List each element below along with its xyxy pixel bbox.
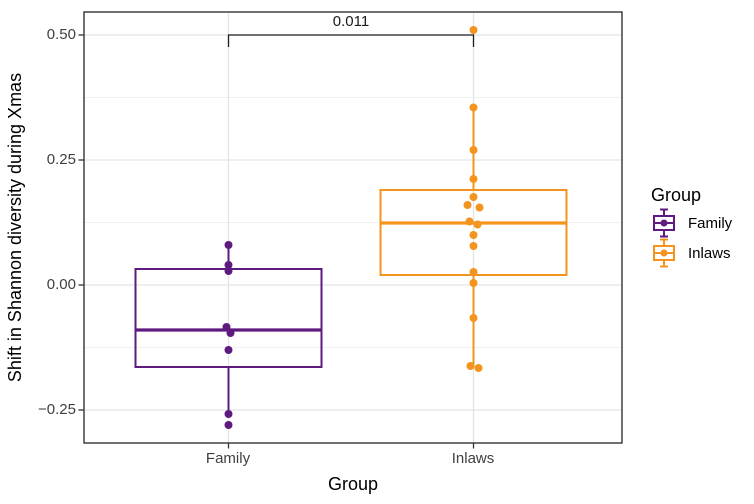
inlaws-jitter-point [466,362,475,370]
x-tick-label-family: Family [205,450,251,467]
inlaws-jitter-point [469,242,478,250]
family-jitter-point [224,410,233,418]
inlaws-jitter-point [474,364,483,372]
inlaws-jitter-point [469,175,478,183]
family-jitter-point [224,261,233,269]
inlaws-jitter-point [469,26,478,34]
inlaws-jitter-point [469,314,478,322]
y-tick-label-050: 0.50 [46,26,76,43]
inlaws-jitter-point [469,146,478,154]
inlaws-jitter-point [469,193,478,201]
family-jitter-point [224,241,233,249]
inlaws-jitter-point [465,217,474,226]
family-jitter-point [226,329,235,337]
inlaws-jitter-point [469,231,478,239]
y-tick-label-025: 0.25 [46,151,76,168]
legend-label-family: Family [688,214,733,232]
inlaws-jitter-point [469,279,478,287]
family-jitter-point [224,267,233,275]
legend-item-inlaws: Inlaws [651,238,732,268]
legend-title: Group [651,185,702,205]
legend: Group Family Inlaws [651,184,732,268]
inlaws-jitter-point [463,201,472,209]
inlaws-jitter-point [475,203,484,212]
significance-bracket [227,34,475,47]
legend-item-family: Family [651,208,732,238]
inlaws-jitter-point [469,268,478,276]
family-jitter-point [224,346,233,354]
legend-label-inlaws: Inlaws [688,244,731,262]
key-point [660,219,668,227]
family-jitter-point [224,421,233,429]
family-jitter-point [222,323,231,331]
significance-label: 0.011 [332,13,370,30]
panel-border [83,11,623,444]
y-tick-label-000: 0.00 [46,276,76,293]
inlaws-jitter-point [469,103,478,112]
key-point [660,249,668,257]
y-tick-label-neg025: −0.25 [38,401,76,418]
x-axis-title: Group [327,474,379,494]
y-axis-title: Shift in Shannon diversity during Xmas [5,72,25,383]
boxplot-key-icon-inlaws [653,238,675,268]
boxplot-key-icon-family [653,208,675,238]
x-tick-label-inlaws: Inlaws [451,450,495,467]
inlaws-jitter-point [473,220,482,229]
